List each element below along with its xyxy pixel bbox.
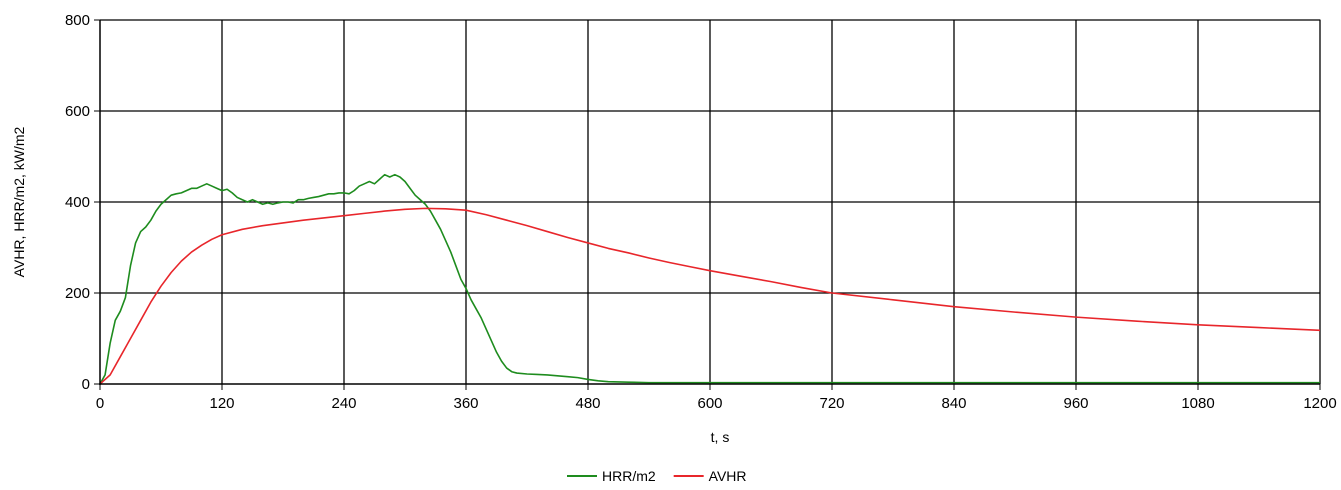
legend-label: HRR/m2 [602,468,656,484]
y-tick-label: 400 [65,194,90,211]
y-axis-title: AVHR, HRR/m2, kW/m2 [11,126,27,277]
x-tick-label: 840 [941,395,966,412]
x-tick-label: 720 [819,395,844,412]
legend-label: AVHR [709,468,747,484]
x-tick-label: 0 [96,395,104,412]
axis-ticks: 0 120 240 360 480 600 720 840 960 1080 1200 0 200 400… [65,12,1337,412]
y-tick-label: 0 [82,376,90,393]
y-tick-label: 600 [65,103,90,120]
y-tick-label: 800 [65,12,90,29]
series-line-hrr-m2 [99,173,1320,385]
legend-item: AVHR [673,468,747,484]
x-tick-label: 1200 [1303,395,1336,412]
series-line-avhr [99,207,1321,385]
x-tick-label: 480 [575,395,600,412]
x-tick-label: 120 [209,395,234,412]
x-tick-label: 360 [453,395,478,412]
x-tick-label: 600 [697,395,722,412]
legend: HRR/m2 AVHR [567,468,747,484]
x-tick-label: 240 [331,395,356,412]
x-tick-label: 1080 [1181,395,1214,412]
series-layer [99,173,1321,385]
legend-item: HRR/m2 [567,468,656,484]
y-tick-label: 200 [65,285,90,302]
grid-lines [100,19,1321,384]
x-axis-title: t, s [711,429,730,445]
x-tick-label: 960 [1063,395,1088,412]
